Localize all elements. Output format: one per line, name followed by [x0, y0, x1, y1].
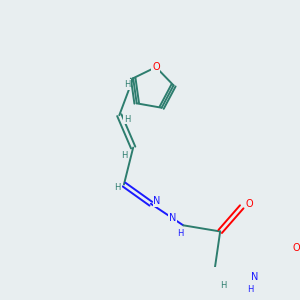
Text: O: O [292, 243, 300, 254]
Text: H: H [177, 229, 183, 238]
Text: N: N [251, 272, 259, 282]
Text: H: H [124, 115, 130, 124]
Text: N: N [169, 213, 176, 223]
Text: H: H [220, 281, 226, 290]
Text: O: O [246, 199, 253, 209]
Text: H: H [115, 183, 121, 192]
Text: N: N [153, 196, 161, 206]
Text: O: O [152, 62, 160, 72]
Text: H: H [247, 285, 253, 294]
Text: H: H [121, 151, 127, 160]
Text: H: H [124, 80, 130, 89]
